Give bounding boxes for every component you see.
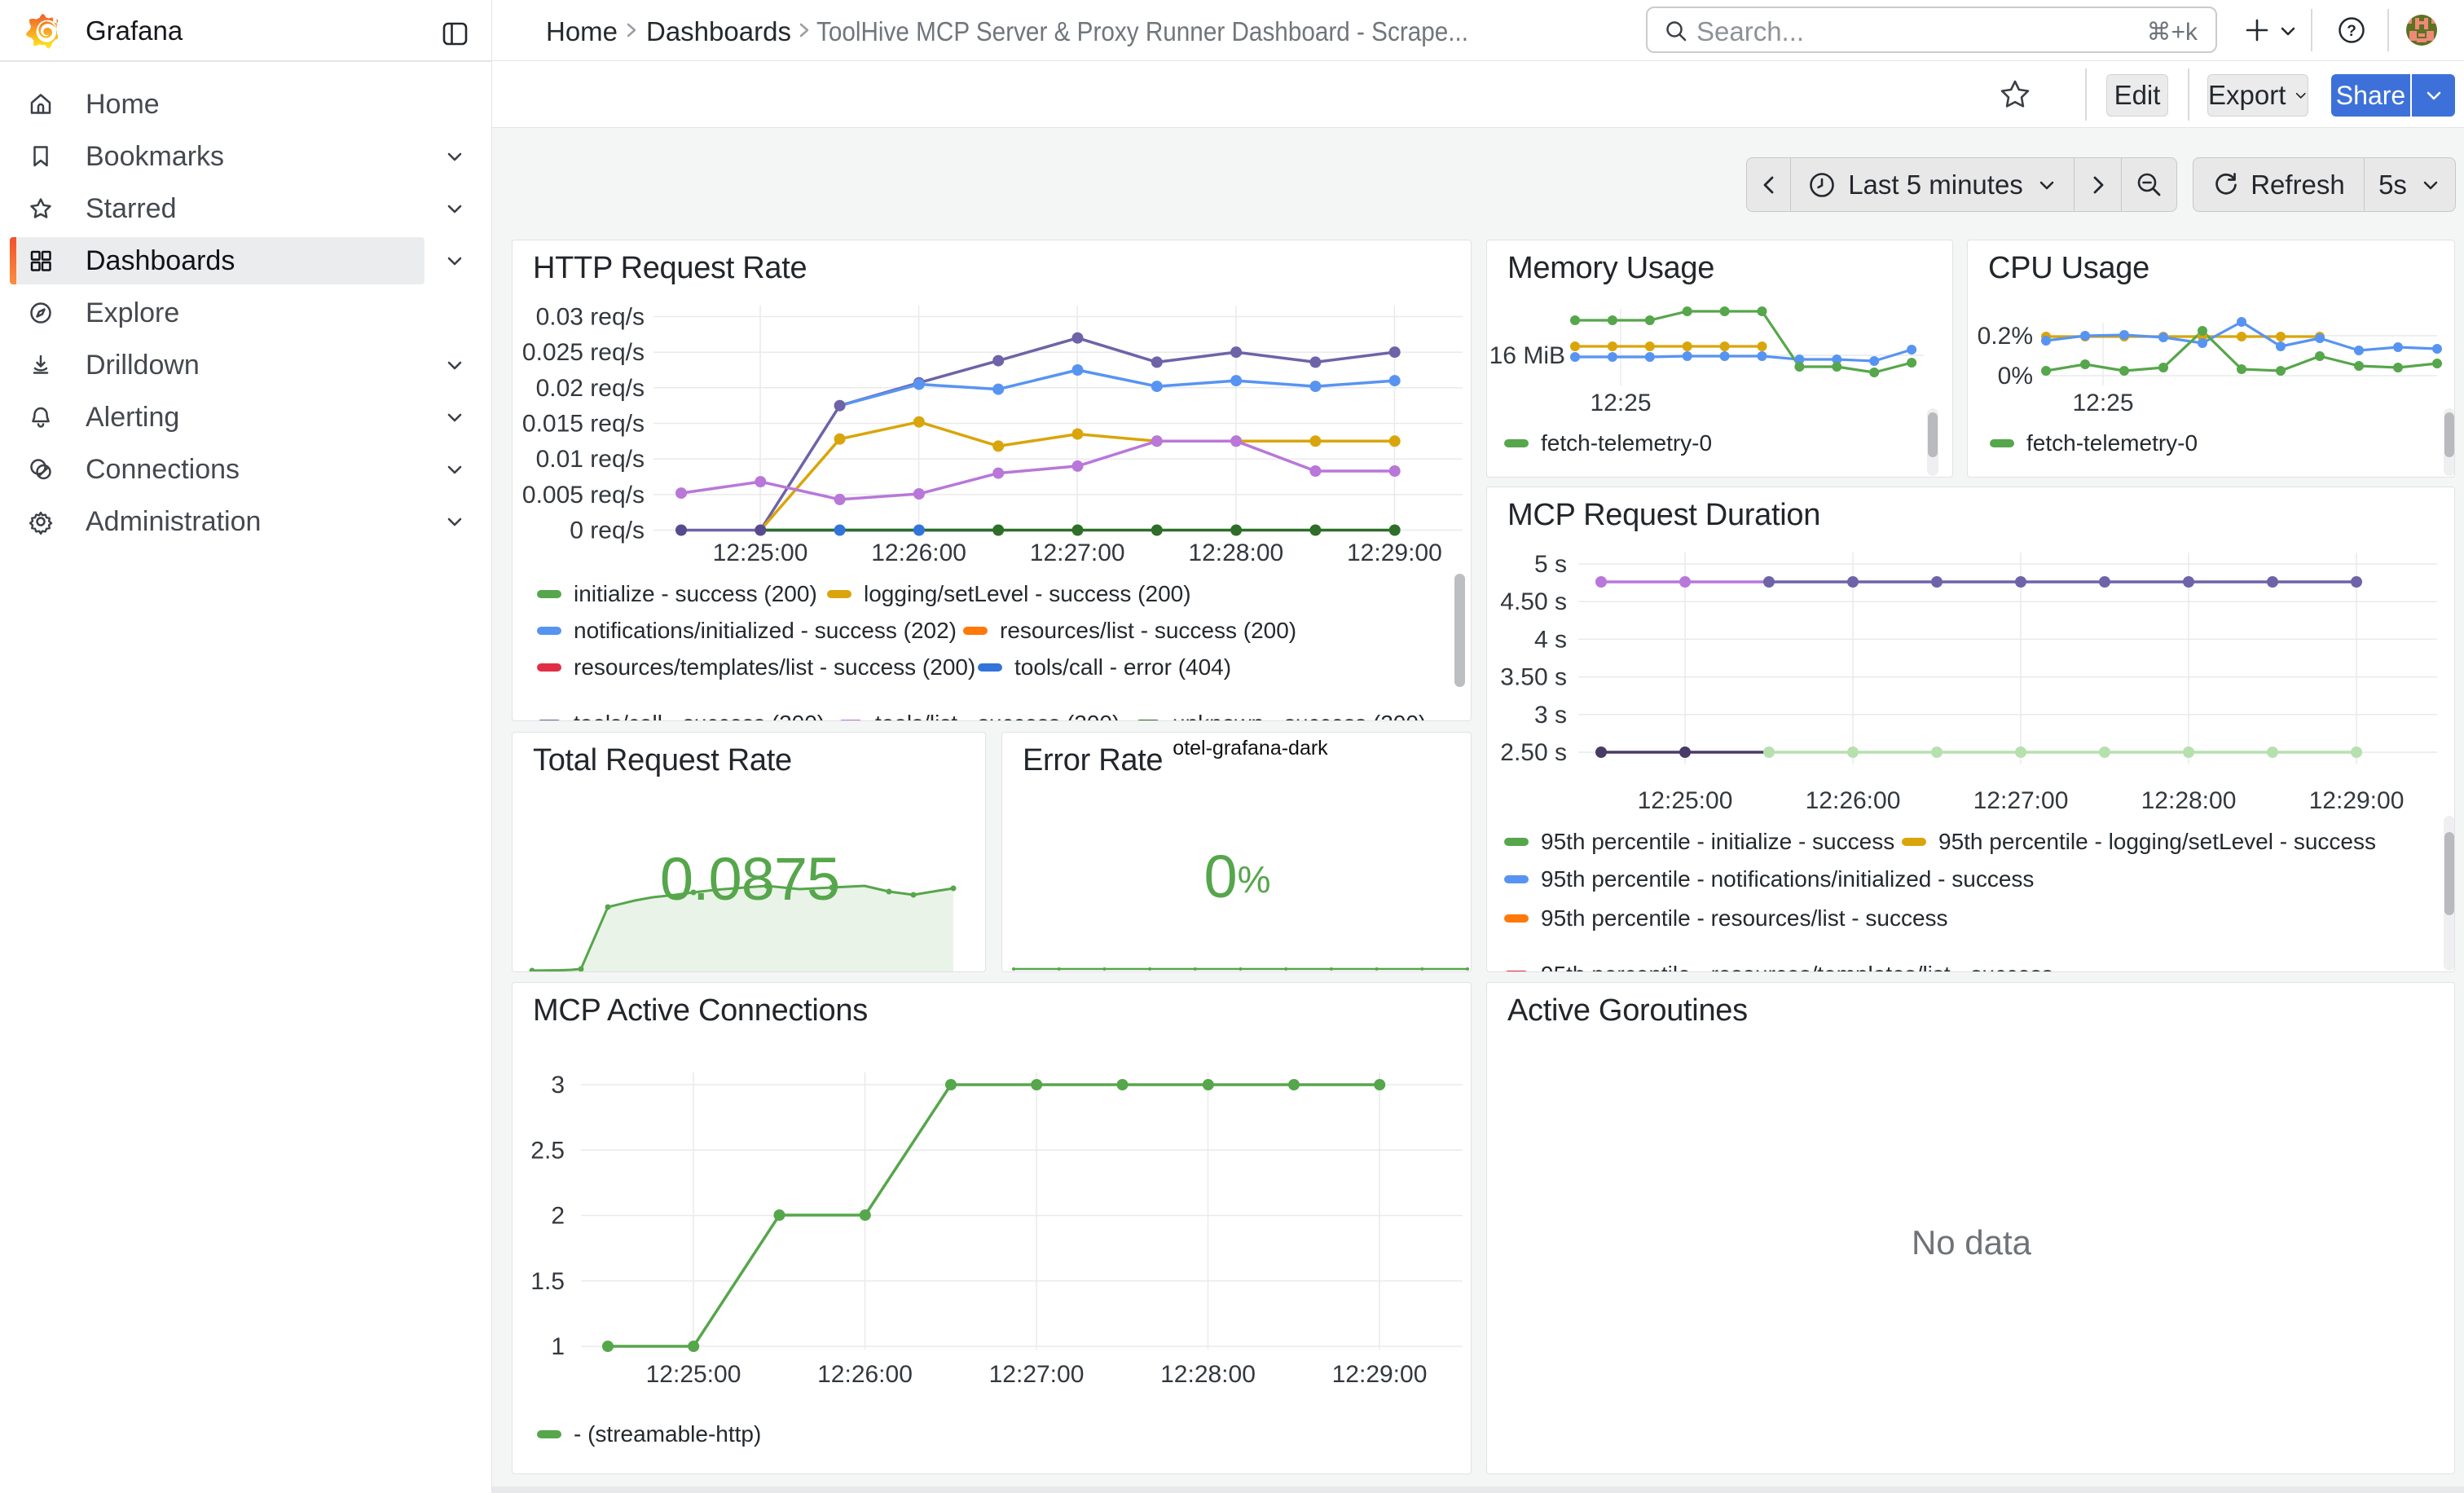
svg-text:12:25:00: 12:25:00 (1638, 787, 1733, 814)
svg-text:12:29:00: 12:29:00 (2309, 787, 2405, 814)
svg-text:2: 2 (551, 1203, 565, 1230)
svg-text:0.02 req/s: 0.02 req/s (536, 375, 645, 402)
svg-text:12:25:00: 12:25:00 (646, 1361, 741, 1388)
svg-text:3 s: 3 s (1534, 702, 1567, 729)
svg-text:0.03 req/s: 0.03 req/s (536, 304, 645, 331)
svg-text:12:25: 12:25 (1590, 390, 1651, 416)
svg-text:12:27:00: 12:27:00 (1030, 540, 1125, 566)
svg-text:0.005 req/s: 0.005 req/s (522, 482, 645, 509)
svg-text:0%: 0% (1998, 363, 2033, 390)
svg-text:1.5: 1.5 (530, 1268, 565, 1295)
svg-text:12:26:00: 12:26:00 (871, 540, 966, 566)
svg-text:4 s: 4 s (1534, 626, 1567, 653)
svg-text:12:26:00: 12:26:00 (817, 1361, 913, 1388)
svg-text:2.50 s: 2.50 s (1500, 739, 1567, 766)
svg-text:12:27:00: 12:27:00 (989, 1361, 1085, 1388)
svg-text:4.50 s: 4.50 s (1500, 588, 1567, 615)
svg-text:12:28:00: 12:28:00 (1188, 540, 1283, 566)
svg-text:12:27:00: 12:27:00 (1973, 787, 2069, 814)
svg-text:12:28:00: 12:28:00 (2141, 787, 2237, 814)
svg-text:0.015 req/s: 0.015 req/s (522, 411, 645, 438)
svg-text:12:26:00: 12:26:00 (1806, 787, 1901, 814)
svg-text:1: 1 (551, 1333, 565, 1360)
svg-text:?: ? (2347, 23, 2356, 40)
svg-text:3: 3 (551, 1072, 565, 1099)
svg-text:5 s: 5 s (1534, 551, 1567, 578)
svg-text:0 req/s: 0 req/s (570, 517, 645, 544)
svg-text:0.025 req/s: 0.025 req/s (522, 339, 645, 366)
svg-text:16 MiB: 16 MiB (1489, 342, 1565, 369)
svg-text:12:29:00: 12:29:00 (1332, 1361, 1428, 1388)
svg-text:2.5: 2.5 (530, 1137, 565, 1164)
svg-text:12:25:00: 12:25:00 (713, 540, 808, 566)
svg-text:3.50 s: 3.50 s (1500, 664, 1567, 691)
svg-text:12:29:00: 12:29:00 (1347, 540, 1442, 566)
svg-text:0.01 req/s: 0.01 req/s (536, 446, 645, 473)
svg-text:12:25: 12:25 (2072, 390, 2133, 416)
svg-text:12:28:00: 12:28:00 (1160, 1361, 1256, 1388)
svg-text:0.2%: 0.2% (1978, 323, 2033, 350)
